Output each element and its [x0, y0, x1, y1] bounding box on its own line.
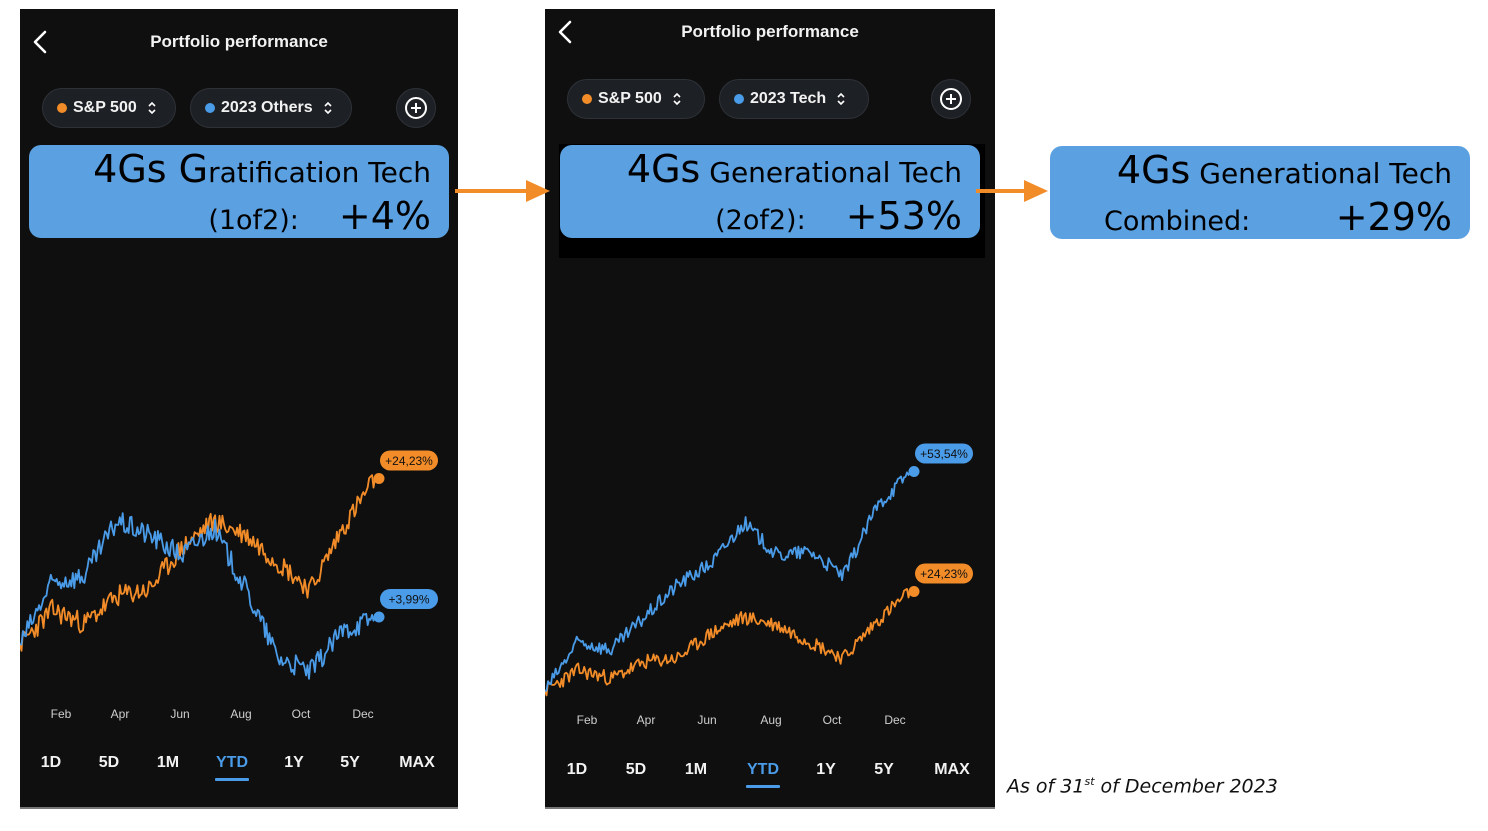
- orange-dot-icon: [582, 94, 592, 104]
- tab-ytd[interactable]: YTD: [215, 754, 249, 781]
- note-text: As of 31: [1007, 775, 1085, 798]
- month-label: Oct: [822, 713, 842, 727]
- selector-label: 2023 Others: [221, 99, 313, 116]
- phone-panel-2: Portfolio performance S&P 500 2023 Tech …: [545, 9, 995, 809]
- end-point-marker: [373, 611, 385, 623]
- tab-max[interactable]: MAX: [399, 754, 435, 771]
- month-label: Aug: [230, 707, 252, 721]
- note-sup: st: [1084, 775, 1095, 788]
- blue-dot-icon: [734, 94, 744, 104]
- value-badge-text: +53,54%: [920, 447, 968, 461]
- back-arrow-icon[interactable]: [30, 29, 52, 55]
- callout-label: Combined:: [1104, 206, 1251, 237]
- tab-1d[interactable]: 1D: [566, 761, 588, 778]
- month-label: Aug: [760, 713, 782, 727]
- selector-portfolio[interactable]: 2023 Others: [190, 88, 352, 128]
- month-label: Oct: [291, 707, 311, 721]
- tab-1m[interactable]: 1M: [156, 754, 180, 771]
- callout-combined: 4Gs Generational Tech Combined: +29%: [1050, 146, 1470, 239]
- end-point-marker: [908, 465, 920, 477]
- as-of-date-note: As of 31st of December 2023: [1007, 775, 1278, 797]
- value-badge: [915, 563, 973, 584]
- tab-5y[interactable]: 5Y: [340, 754, 360, 771]
- value-badge: [380, 588, 438, 609]
- page-title: Portfolio performance: [681, 22, 859, 41]
- end-point-marker: [908, 586, 920, 598]
- orange-dot-icon: [57, 103, 67, 113]
- callout-title-rest: Generational Tech: [700, 156, 962, 189]
- up-down-chevron-icon: [673, 92, 681, 106]
- selector-sp500[interactable]: S&P 500: [42, 88, 176, 128]
- tab-5y[interactable]: 5Y: [874, 761, 894, 778]
- tab-5d[interactable]: 5D: [625, 761, 647, 778]
- value-badge-text: +3,99%: [388, 592, 429, 606]
- callout-title-big: 4Gs G: [93, 147, 209, 191]
- series-line: [545, 587, 911, 697]
- callout-value: +53%: [845, 194, 962, 238]
- plus-circle-icon: [940, 88, 962, 110]
- value-badge: [380, 450, 438, 471]
- callout-generational-tech: 4Gs Generational Tech (2of2): +53%: [560, 145, 980, 238]
- month-label: Dec: [352, 707, 374, 721]
- tab-1y[interactable]: 1Y: [284, 754, 304, 771]
- up-down-chevron-icon: [324, 101, 332, 115]
- blue-dot-icon: [205, 103, 215, 113]
- series-line: [545, 471, 911, 692]
- up-down-chevron-icon: [148, 101, 156, 115]
- month-label: Feb: [50, 707, 72, 721]
- add-comparison-button[interactable]: [396, 88, 436, 128]
- callout-title-big: 4Gs: [626, 147, 701, 191]
- selector-label: S&P 500: [598, 90, 662, 107]
- callout-title-big: 4Gs: [1116, 148, 1191, 192]
- callout-gratification-tech: 4Gs Gratification Tech (1of2): +4%: [29, 145, 449, 238]
- month-label: Dec: [884, 713, 906, 727]
- arrow-right-icon: [976, 180, 1048, 202]
- callout-value: +29%: [1335, 195, 1452, 239]
- line-chart: +24,23% +53,54%: [545, 443, 973, 697]
- arrow-right-icon: [455, 180, 550, 202]
- line-chart: +24,23% +3,99%: [20, 450, 438, 680]
- callout-label: (1of2):: [208, 205, 299, 236]
- month-label: Jun: [697, 713, 717, 727]
- selector-label: 2023 Tech: [750, 90, 827, 107]
- note-text: of December 2023: [1094, 775, 1278, 798]
- up-down-chevron-icon: [837, 92, 845, 106]
- series-line: [20, 512, 376, 680]
- callout-label: (2of2):: [715, 205, 806, 236]
- tab-5d[interactable]: 5D: [98, 754, 120, 771]
- month-label: Apr: [636, 713, 656, 727]
- month-label: Feb: [576, 713, 598, 727]
- phone-panel-1: Portfolio performance S&P 500 2023 Other…: [20, 9, 458, 809]
- tab-max[interactable]: MAX: [934, 761, 970, 778]
- end-point-marker: [373, 472, 385, 484]
- selector-label: S&P 500: [73, 99, 137, 116]
- tab-1d[interactable]: 1D: [40, 754, 62, 771]
- value-badge-text: +24,23%: [385, 454, 433, 468]
- back-arrow-icon[interactable]: [555, 19, 577, 45]
- callout-title-rest: Generational Tech: [1190, 157, 1452, 190]
- tab-1m[interactable]: 1M: [684, 761, 708, 778]
- value-badge: [915, 443, 973, 464]
- selector-portfolio[interactable]: 2023 Tech: [719, 79, 869, 119]
- page-title: Portfolio performance: [150, 32, 328, 51]
- add-comparison-button[interactable]: [931, 79, 971, 119]
- plus-circle-icon: [405, 97, 427, 119]
- value-badge-text: +24,23%: [920, 567, 968, 581]
- month-label: Apr: [110, 707, 130, 721]
- series-line: [20, 474, 376, 652]
- tab-1y[interactable]: 1Y: [816, 761, 836, 778]
- selector-sp500[interactable]: S&P 500: [567, 79, 705, 119]
- callout-value: +4%: [338, 194, 431, 238]
- callout-title-rest: ratification Tech: [208, 156, 431, 189]
- tab-ytd[interactable]: YTD: [746, 761, 780, 788]
- month-label: Jun: [170, 707, 190, 721]
